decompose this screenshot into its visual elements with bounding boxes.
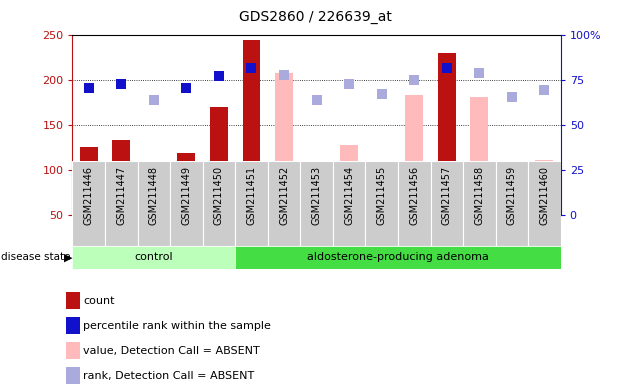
Bar <box>235 161 268 246</box>
Bar <box>503 163 521 215</box>
Bar <box>243 40 260 215</box>
Bar <box>178 153 195 215</box>
Text: GSM211448: GSM211448 <box>149 166 159 225</box>
Text: GSM211449: GSM211449 <box>181 166 192 225</box>
Bar <box>170 161 203 246</box>
Bar <box>275 73 293 215</box>
Point <box>214 73 224 79</box>
Text: GSM211455: GSM211455 <box>377 166 387 225</box>
Bar <box>137 161 170 246</box>
Text: GSM211446: GSM211446 <box>84 166 94 225</box>
Bar <box>365 161 398 246</box>
Bar <box>340 145 358 215</box>
Bar <box>210 107 228 215</box>
Point <box>410 77 420 83</box>
Point <box>246 65 256 71</box>
Text: rank, Detection Call = ABSENT: rank, Detection Call = ABSENT <box>83 371 255 381</box>
Bar <box>105 161 137 246</box>
Text: count: count <box>83 296 115 306</box>
Text: GSM211447: GSM211447 <box>117 166 126 225</box>
Bar <box>463 161 496 246</box>
Point <box>507 94 517 100</box>
Text: GDS2860 / 226639_at: GDS2860 / 226639_at <box>239 10 391 23</box>
Bar <box>430 161 463 246</box>
Text: value, Detection Call = ABSENT: value, Detection Call = ABSENT <box>83 346 260 356</box>
Point <box>312 96 322 103</box>
Point <box>344 81 354 87</box>
Bar <box>235 246 561 269</box>
Text: GSM211454: GSM211454 <box>344 166 354 225</box>
Text: percentile rank within the sample: percentile rank within the sample <box>83 321 271 331</box>
Point <box>84 85 94 91</box>
Text: GSM211456: GSM211456 <box>410 166 419 225</box>
Point <box>474 70 484 76</box>
Text: GSM211457: GSM211457 <box>442 166 452 225</box>
Bar <box>471 97 488 215</box>
Bar <box>145 187 163 215</box>
Bar <box>373 173 391 215</box>
Text: GSM211450: GSM211450 <box>214 166 224 225</box>
Bar <box>496 161 528 246</box>
Text: ▶: ▶ <box>64 252 72 262</box>
Text: GSM211453: GSM211453 <box>312 166 321 225</box>
Point <box>116 81 126 87</box>
Bar <box>268 161 301 246</box>
Bar <box>307 174 326 215</box>
Point <box>442 65 452 71</box>
Text: aldosterone-producing adenoma: aldosterone-producing adenoma <box>307 252 489 262</box>
Point <box>539 86 549 93</box>
Bar <box>528 161 561 246</box>
Bar <box>405 95 423 215</box>
Bar <box>333 161 365 246</box>
Point <box>181 85 192 91</box>
Point <box>149 96 159 103</box>
Text: GSM211451: GSM211451 <box>246 166 256 225</box>
Point <box>377 91 387 97</box>
Text: GSM211458: GSM211458 <box>474 166 484 225</box>
Text: disease state: disease state <box>1 252 71 262</box>
Text: GSM211452: GSM211452 <box>279 166 289 225</box>
Bar <box>112 140 130 215</box>
Bar <box>203 161 235 246</box>
Point <box>279 72 289 78</box>
Bar <box>536 160 553 215</box>
Bar <box>72 161 105 246</box>
Bar <box>301 161 333 246</box>
Text: GSM211460: GSM211460 <box>539 166 549 225</box>
Bar <box>398 161 430 246</box>
Bar <box>72 246 235 269</box>
Bar <box>438 53 455 215</box>
Bar <box>80 147 98 215</box>
Text: control: control <box>135 252 173 262</box>
Text: GSM211459: GSM211459 <box>507 166 517 225</box>
